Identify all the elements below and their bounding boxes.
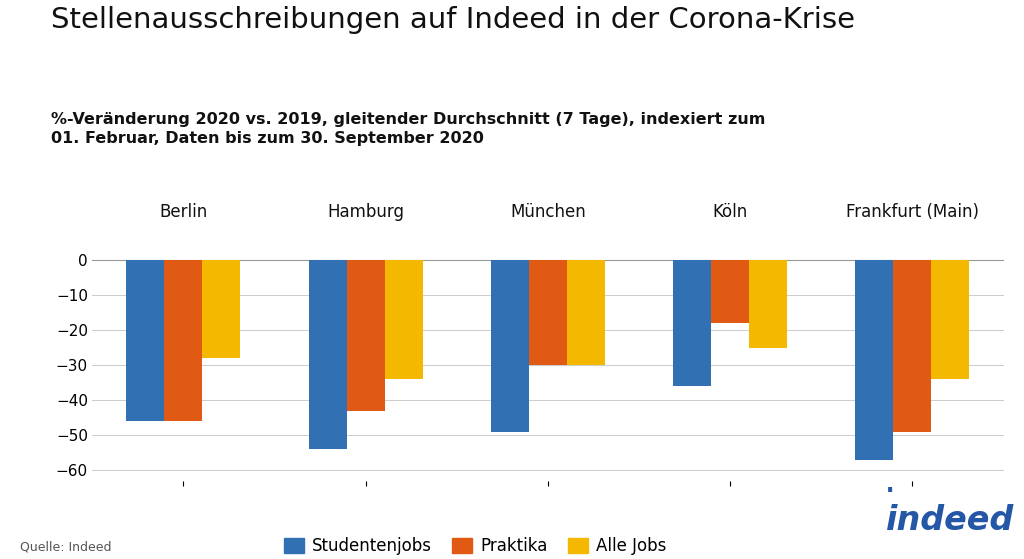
Bar [750,260,787,348]
Bar [126,260,164,421]
Bar [673,260,711,386]
Bar [164,260,203,421]
Text: Quelle: Indeed: Quelle: Indeed [20,541,112,553]
Bar [528,260,567,365]
Legend: Studentenjobs, Praktika, Alle Jobs: Studentenjobs, Praktika, Alle Jobs [276,530,673,559]
Text: München: München [510,203,586,221]
Text: Berlin: Berlin [159,203,208,221]
Bar [308,260,346,449]
Bar [490,260,528,432]
Text: Stellenausschreibungen auf Indeed in der Corona-Krise: Stellenausschreibungen auf Indeed in der… [51,6,855,34]
Text: indeed: indeed [886,504,1014,537]
Bar [567,260,605,365]
Bar [203,260,241,358]
Text: %-Veränderung 2020 vs. 2019, gleitender Durchschnitt (7 Tage), indexiert zum
01.: %-Veränderung 2020 vs. 2019, gleitender … [51,112,766,146]
Text: Köln: Köln [713,203,748,221]
Bar [893,260,932,432]
Text: Frankfurt (Main): Frankfurt (Main) [846,203,979,221]
Text: ·: · [884,473,896,511]
Bar [711,260,750,323]
Bar [346,260,385,411]
Text: Hamburg: Hamburg [327,203,404,221]
Bar [932,260,970,379]
Bar [385,260,423,379]
Bar [855,260,893,459]
